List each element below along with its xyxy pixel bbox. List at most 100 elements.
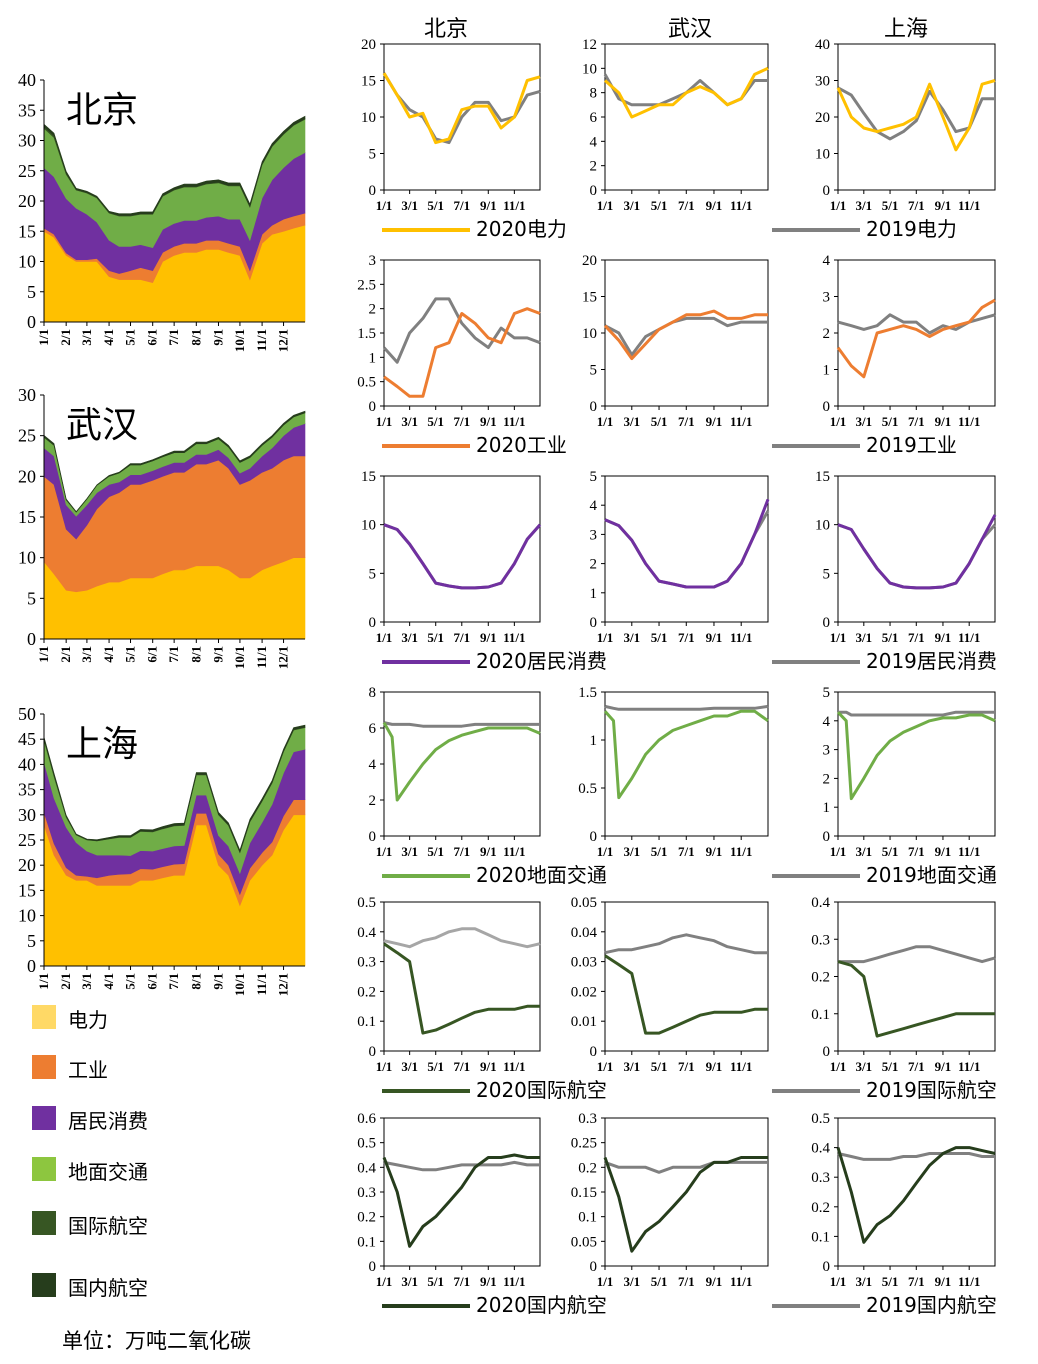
- x-tick-label: 5/1: [427, 198, 444, 213]
- x-tick-label: 7/1: [453, 630, 470, 645]
- x-tick-label: 11/1: [254, 329, 269, 351]
- x-tick-label: 2/1: [58, 329, 73, 346]
- x-tick-label: 11/1: [503, 198, 525, 213]
- x-tick-label: 7/1: [678, 1059, 695, 1074]
- y-tick-label: 30: [18, 805, 36, 825]
- row-legend-1: 2020工业 2019工业: [382, 433, 957, 457]
- x-tick-label: 5/1: [651, 198, 668, 213]
- y-tick-label: 0.6: [357, 1111, 376, 1127]
- x-tick-label: 1/1: [830, 198, 847, 213]
- y-tick-label: 15: [18, 221, 36, 241]
- x-tick-label: 12/1: [276, 646, 291, 669]
- y-tick-label: 3: [823, 290, 831, 306]
- y-tick-label: 5: [27, 931, 36, 951]
- y-tick-label: 0: [590, 829, 598, 845]
- x-tick-label: 9/1: [935, 1059, 952, 1074]
- chart-title: 武汉: [66, 405, 138, 446]
- y-tick-label: 2: [590, 557, 598, 573]
- y-tick-label: 12: [582, 37, 597, 53]
- line-chart-r1-beijing: 0 0.5 1 1.5 2 2.5 3 1/1 3/1 5/1 7/1 9/1 11/1: [357, 253, 541, 429]
- legend-swatch-1: [32, 1055, 56, 1079]
- y-tick-label: 4: [823, 714, 831, 730]
- x-tick-label: 7/1: [166, 973, 181, 990]
- y-tick-label: 0.05: [571, 895, 597, 911]
- y-tick-label: 0.3: [578, 1111, 597, 1127]
- line-2019地面交通: [838, 710, 995, 717]
- line-2020国际航空: [837, 960, 995, 1038]
- plot-frame: [604, 475, 769, 623]
- line-2019国内航空: [383, 1160, 540, 1172]
- x-tick-label: 7/1: [453, 198, 470, 213]
- line-2019工业: [382, 297, 541, 364]
- y-tick-label: 25: [18, 830, 36, 850]
- chart-title: 北京: [66, 90, 138, 131]
- x-tick-label: 6/1: [145, 973, 160, 990]
- plot-frame: [383, 259, 541, 407]
- x-tick-label: 5/1: [882, 198, 899, 213]
- y-tick-label: 4: [369, 757, 377, 773]
- plot-frame: [604, 43, 769, 191]
- line-2019工业: [604, 316, 768, 357]
- x-tick-label: 7/1: [908, 1059, 925, 1074]
- x-tick-label: 5/1: [427, 1059, 444, 1074]
- y-tick-label: 0: [27, 956, 36, 976]
- x-tick-label: 9/1: [706, 198, 723, 213]
- y-tick-label: 3: [823, 743, 831, 759]
- y-tick-label: 10: [18, 252, 36, 272]
- y-tick-label: 8: [369, 685, 377, 701]
- x-tick-label: 7/1: [453, 844, 470, 859]
- x-tick-label: 3/1: [623, 844, 640, 859]
- line-2020工业: [603, 309, 768, 361]
- y-tick-label: 0: [27, 312, 36, 332]
- y-tick-label: 2: [823, 771, 831, 787]
- x-tick-label: 9/1: [935, 198, 952, 213]
- legend-label-2020: 2020地面交通: [476, 863, 607, 887]
- x-tick-label: 7/1: [908, 1274, 925, 1289]
- x-tick-label: 3/1: [855, 844, 872, 859]
- x-tick-label: 7/1: [908, 414, 925, 429]
- y-tick-label: 35: [18, 100, 36, 120]
- y-tick-label: 5: [27, 282, 36, 302]
- y-tick-label: 1: [590, 733, 598, 749]
- y-tick-label: 0.03: [571, 955, 597, 971]
- line-2020工业: [383, 307, 541, 398]
- line-2020地面交通: [382, 721, 541, 802]
- legend-label-5: 国内航空: [68, 1276, 148, 1300]
- y-tick-label: 15: [361, 469, 376, 485]
- x-tick-label: 7/1: [908, 630, 925, 645]
- x-tick-label: 3/1: [855, 198, 872, 213]
- legend-swatch-5: [32, 1273, 56, 1297]
- y-tick-label: 40: [18, 754, 36, 774]
- line-chart-r5-shanghai: 0 0.1 0.2 0.3 0.4 0.5 1/1 3/1 5/1 7/1 9/1 11/1: [811, 1111, 996, 1289]
- row-legend-5: 2020国内航空 2019国内航空: [382, 1293, 997, 1317]
- legend-label-2020: 2020居民消费: [476, 649, 607, 673]
- line-2019国际航空: [604, 933, 768, 955]
- x-tick-label: 9/1: [706, 844, 723, 859]
- y-tick-label: 0.1: [811, 1229, 830, 1245]
- y-tick-label: 10: [361, 110, 376, 126]
- x-tick-label: 9/1: [210, 646, 225, 663]
- y-tick-label: 0.04: [571, 925, 598, 941]
- x-tick-label: 5/1: [882, 1274, 899, 1289]
- legend-swatch-4: [32, 1211, 56, 1235]
- x-tick-label: 11/1: [958, 844, 980, 859]
- line-legends: 2020电力 2019电力 2020工业 2019工业 2020居民消费 2019居民消费…: [382, 217, 997, 1317]
- y-tick-label: 30: [18, 385, 36, 405]
- x-tick-label: 7/1: [678, 844, 695, 859]
- row-legend-0: 2020电力 2019电力: [382, 217, 957, 241]
- y-tick-label: 0: [369, 829, 377, 845]
- x-tick-label: 4/1: [101, 329, 116, 346]
- y-tick-label: 0: [590, 615, 598, 631]
- x-tick-label: 9/1: [706, 414, 723, 429]
- y-tick-label: 0.5: [578, 781, 597, 797]
- stacked-area-charts: 0 5 10 15 20 25 30 35 40 1/1 2/1 3/1 4/1 5/1 6/1 7/1 8/1…: [18, 70, 306, 996]
- line-chart-r4-beijing: 0 0.1 0.2 0.3 0.4 0.5 1/1 3/1 5/1 7/1 9/1 11/1: [357, 895, 541, 1074]
- x-tick-label: 9/1: [210, 329, 225, 346]
- line-chart-r4-shanghai: 0 0.1 0.2 0.3 0.4 1/1 3/1 5/1 7/1 9/1 11/1: [811, 895, 996, 1074]
- legend-label-2019: 2019地面交通: [866, 863, 997, 887]
- line-2020国内航空: [382, 1153, 540, 1248]
- y-tick-label: 30: [815, 74, 830, 90]
- y-tick-label: 45: [18, 729, 36, 749]
- line-2020居民消费: [604, 498, 770, 589]
